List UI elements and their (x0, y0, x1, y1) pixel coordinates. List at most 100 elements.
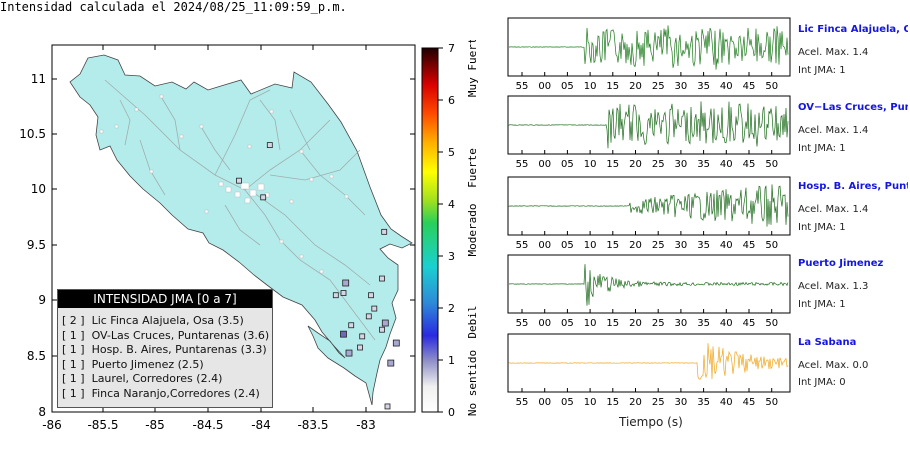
town-markers (99, 94, 349, 274)
station-marker (348, 322, 355, 329)
station-marker (387, 359, 395, 367)
map-y-tick-label: 10 (31, 182, 46, 196)
waveform-panel: 55 00 05 10 15 20 25 30 35 40 45 50 55 00 05 10 15 20 25 30… (507, 17, 791, 408)
station-marker (266, 142, 273, 148)
map-y-tick-label: 9.5 (27, 238, 46, 252)
waveform-line (508, 101, 789, 149)
time-axis-label: Tiempo (s) (619, 415, 683, 429)
colorbar-ticks: 7 6 5 4 3 2 1 0 (438, 42, 455, 419)
station-marker (357, 344, 363, 351)
waveform-line (508, 264, 789, 306)
map-x-tick-label: -85 (145, 418, 165, 432)
colorbar-level-label: Muy Fuerte (466, 40, 479, 97)
trace-tick-label: 25 (652, 240, 665, 251)
trace-tick-label: 00 (538, 81, 551, 92)
trace-tick-label: 15 (606, 397, 619, 408)
station-marker (332, 292, 339, 299)
colorbar-tick-label: 6 (448, 94, 455, 107)
map-y-tick-label: 10.5 (19, 127, 46, 141)
trace-station-name: Puerto Jimenez (798, 258, 884, 269)
trace-acel: Acel. Max. 1.4 (798, 47, 869, 58)
colorbar-tick-label: 0 (448, 406, 455, 419)
map-x-tick-label: -83.5 (297, 418, 328, 432)
station-marker (381, 319, 389, 327)
station-marker (365, 313, 372, 320)
trace-tick-label: 40 (720, 318, 733, 329)
road-network (104, 79, 376, 341)
station-marker (340, 330, 347, 338)
station-marker (359, 333, 366, 340)
legend-header: INTENSIDAD JMA [0 a 7] (58, 290, 272, 308)
trace-tick-label: 45 (743, 159, 756, 170)
colorbar-level-label: Fuerte (466, 148, 479, 188)
map-axes: -86 -85.5 -85 -84.5 -84 -83.5 -83 11 10.5 10 9.5 9 8… (19, 45, 415, 432)
trace-tick-label: 10 (584, 81, 597, 92)
legend-item: [ 1 ] Finca Naranjo,Corredores (2.4) (62, 386, 260, 400)
colorbar-tick-label: 4 (448, 198, 455, 211)
costa-rica-land (69, 54, 413, 406)
legend-item: [ 1 ] OV-Las Cruces, Puntarenas (3.6) (62, 328, 270, 342)
trace-station-name: La Sabana (798, 337, 857, 348)
trace-tick-label: 25 (652, 318, 665, 329)
station-marker (371, 305, 378, 312)
station-marker (384, 403, 391, 410)
trace-tick-label: 00 (538, 318, 551, 329)
trace-tick-label: 30 (675, 397, 688, 408)
station-marker (368, 292, 374, 299)
waveform-line (509, 25, 789, 70)
trace-tick-label: 20 (629, 159, 642, 170)
intensity-legend: INTENSIDAD JMA [0 a 7] [ 2 ] Lic Finca A… (57, 289, 273, 408)
trace-tick-label: 30 (675, 159, 688, 170)
colorbar-level-label: Debil (466, 305, 479, 338)
trace-tick-label: 05 (561, 159, 574, 170)
legend-list: [ 2 ] Lic Finca Alajuela, Osa (3.5) [ 1 … (58, 308, 272, 401)
trace-tick-label: 30 (675, 318, 688, 329)
trace-tick-label: 00 (538, 159, 551, 170)
trace-tick-label: 15 (606, 81, 619, 92)
trace-tick-label: 20 (629, 81, 642, 92)
trace-tick-label: 35 (697, 81, 710, 92)
trace-tick-label: 35 (697, 159, 710, 170)
map-x-tick-label: -86 (42, 418, 62, 432)
trace-tick-label: 55 (516, 81, 529, 92)
trace-tick-label: 35 (697, 240, 710, 251)
trace-tick-label: 20 (629, 397, 642, 408)
trace-tick-label: 05 (561, 81, 574, 92)
trace-tick-label: 50 (765, 240, 778, 251)
trace-tick-label: 25 (652, 159, 665, 170)
trace-panel: 55 00 05 10 15 20 25 30 35 40 45 50 (507, 254, 791, 329)
trace-acel: Acel. Max. 1.4 (798, 125, 869, 136)
station-markers (236, 142, 400, 410)
station-marker (345, 349, 353, 357)
trace-tick-label: 40 (720, 240, 733, 251)
waveform-line (508, 184, 789, 227)
trace-int: Int JMA: 1 (798, 299, 846, 310)
station-marker (236, 177, 242, 184)
waveform-line (508, 343, 789, 380)
map-x-tick-label: -84.5 (192, 418, 223, 432)
trace-tick-label: 30 (675, 240, 688, 251)
colorbar-level-label: Moderado (466, 204, 479, 257)
station-marker (342, 279, 350, 287)
trace-tick-label: 55 (516, 240, 529, 251)
trace-tick-label: 45 (743, 397, 756, 408)
trace-tick-label: 50 (765, 397, 778, 408)
trace-tick-label: 05 (561, 397, 574, 408)
map-x-tick-label: -84 (251, 418, 271, 432)
legend-item: [ 1 ] Hosp. B. Aires, Puntarenas (3.3) (62, 343, 267, 356)
colorbar-labels: Muy Fuerte Fuerte Moderado Debil No sentido (466, 40, 479, 416)
trace-acel: Acel. Max. 1.3 (798, 281, 869, 292)
trace-tick-label: 15 (606, 159, 619, 170)
colorbar-gradient (421, 47, 439, 413)
trace-tick-label: 10 (584, 318, 597, 329)
trace-tick-label: 25 (652, 81, 665, 92)
colorbar-tick-label: 5 (448, 146, 455, 159)
map-x-tick-label: -83 (356, 418, 376, 432)
trace-acel: Acel. Max. 0.0 (798, 360, 869, 371)
legend-item: [ 2 ] Lic Finca Alajuela, Osa (3.5) (62, 314, 244, 327)
trace-tick-label: 25 (652, 397, 665, 408)
map-y-tick-label: 8.5 (27, 349, 46, 363)
trace-station-name: Hosp. B. Aires, Puntare (798, 181, 908, 192)
map-y-tick-label: 8 (38, 405, 46, 419)
trace-tick-label: 55 (516, 318, 529, 329)
